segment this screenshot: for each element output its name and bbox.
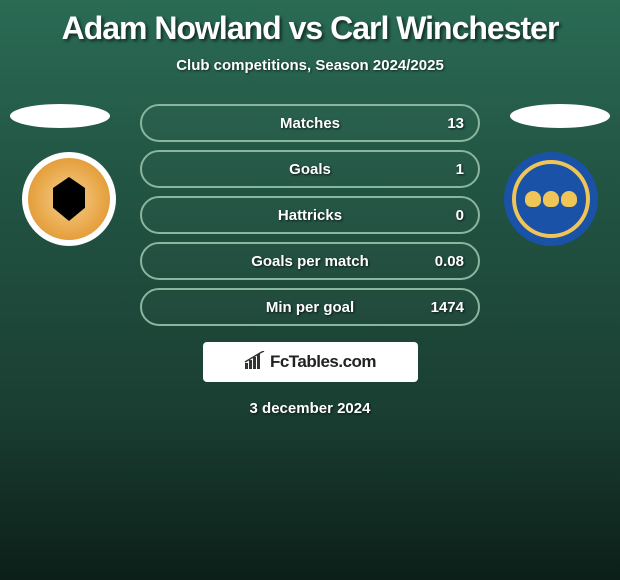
- club-crest-right: [504, 152, 598, 246]
- stat-value-right: 1: [456, 161, 464, 178]
- stat-label: Hattricks: [278, 207, 342, 224]
- chart-bars-icon: [244, 351, 266, 374]
- stat-row-goals: Goals 1: [140, 150, 480, 188]
- stats-list: Matches 13 Goals 1 Hattricks 0 Goals per…: [140, 104, 480, 326]
- stat-label: Matches: [280, 115, 340, 132]
- club-crest-left: [22, 152, 116, 246]
- comparison-panel: Matches 13 Goals 1 Hattricks 0 Goals per…: [0, 104, 620, 417]
- shrewsbury-badge-icon: [512, 160, 590, 238]
- date-text: 3 december 2024: [0, 400, 620, 417]
- stat-label: Min per goal: [266, 299, 354, 316]
- lion-icon: [561, 191, 577, 207]
- stat-row-goals-per-match: Goals per match 0.08: [140, 242, 480, 280]
- page-title: Adam Nowland vs Carl Winchester: [0, 0, 620, 47]
- blackpool-badge-icon: [28, 158, 110, 240]
- watermark-text: FcTables.com: [270, 352, 376, 372]
- watermark-badge: FcTables.com: [203, 342, 418, 382]
- stat-row-hattricks: Hattricks 0: [140, 196, 480, 234]
- stat-value-right: 13: [447, 115, 464, 132]
- stat-value-right: 1474: [431, 299, 464, 316]
- stat-value-right: 0.08: [435, 253, 464, 270]
- lion-icon: [525, 191, 541, 207]
- subtitle: Club competitions, Season 2024/2025: [0, 57, 620, 74]
- stat-label: Goals per match: [251, 253, 369, 270]
- stat-row-matches: Matches 13: [140, 104, 480, 142]
- stat-value-right: 0: [456, 207, 464, 224]
- stat-row-min-per-goal: Min per goal 1474: [140, 288, 480, 326]
- stat-label: Goals: [289, 161, 331, 178]
- lion-icon: [543, 191, 559, 207]
- player-right-photo-placeholder: [510, 104, 610, 128]
- player-left-photo-placeholder: [10, 104, 110, 128]
